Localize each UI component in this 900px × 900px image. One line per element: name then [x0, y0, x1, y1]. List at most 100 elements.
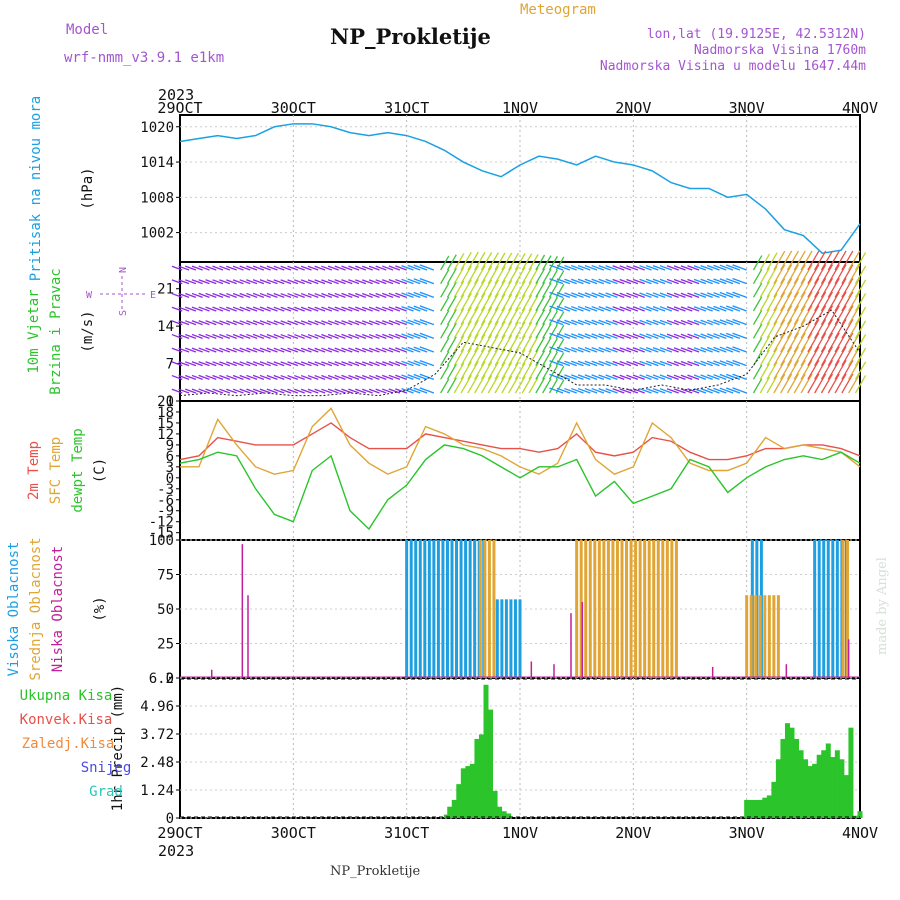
wind-arrow [178, 361, 190, 367]
mid-cloud-bar [767, 595, 771, 678]
wind-arrow [355, 333, 367, 339]
wind-arrow [598, 374, 611, 380]
wind-arrow [280, 265, 292, 271]
wind-arrow [266, 279, 278, 285]
wind-arrow [252, 374, 265, 380]
mid-cloud-bar [611, 540, 615, 678]
wind-arrow [307, 292, 319, 298]
wind-arrow [652, 264, 666, 271]
wind-arrow [287, 292, 299, 298]
precip-bar [803, 759, 809, 818]
wind-arrow [246, 388, 258, 394]
wind-arrow [307, 306, 319, 312]
wind-arrow [591, 292, 605, 298]
wind-arrow [605, 347, 618, 353]
wind-arrow [375, 333, 387, 339]
wind-arrow [375, 320, 387, 326]
wind-arrow [639, 360, 652, 367]
high-cloud-bar [468, 540, 472, 678]
model-elevation-text: Nadmorska Visina u modelu 1647.44m [600, 59, 866, 74]
wind-arrow [191, 320, 203, 326]
wind-arrow [480, 334, 493, 353]
time-tick-bottom: 30OCT [271, 824, 316, 842]
wind-arrow [232, 292, 244, 298]
wind-arrow [413, 387, 428, 394]
wind-arrow [834, 346, 847, 366]
wind-arrow [307, 347, 319, 353]
wind-arrow [205, 306, 217, 312]
wind-arrow [259, 279, 271, 285]
wind-arrow [752, 296, 763, 312]
wind-arrow [556, 292, 571, 298]
wind-arrow [273, 320, 285, 326]
wind-arrow [239, 279, 251, 285]
high-cloud-bar [500, 599, 504, 678]
wind-arrow [401, 265, 414, 271]
wind-arrow [413, 264, 428, 271]
time-tick-bottom: 4NOV [842, 824, 878, 842]
wind-arrow [407, 374, 421, 380]
wind-arrow [287, 320, 299, 326]
wind-arrow [460, 333, 472, 353]
wind-arrow [680, 388, 693, 394]
wind-arrow [706, 333, 720, 339]
temperature-ytick-label: 21 [157, 394, 174, 410]
wind-arrow [800, 277, 813, 298]
wind-arrow [732, 359, 747, 367]
wind-arrow [348, 361, 360, 367]
mid-cloud-bar [745, 595, 749, 678]
wind-arrow [605, 374, 618, 380]
wind-arrow [542, 268, 552, 284]
wind-arrow [321, 320, 333, 326]
wind-arrow [759, 376, 771, 394]
wind-arrow [514, 376, 526, 394]
wind-arrow [219, 374, 231, 380]
wind-arrow [413, 319, 428, 326]
wind-arrow [375, 265, 387, 271]
wind-arrow [549, 346, 564, 353]
wind-arrow [612, 278, 625, 285]
wind-arrow [287, 388, 299, 394]
wind-arrow [793, 346, 806, 366]
wind-arrow [212, 347, 224, 353]
wind-arrow [239, 347, 251, 353]
wind-arrow [219, 279, 231, 285]
wind-arrow [178, 374, 190, 380]
wind-arrow [334, 374, 346, 380]
wind-arrow [687, 278, 700, 285]
precip-bar [744, 799, 750, 818]
wind-arrow [494, 361, 506, 380]
wind-arrow [419, 346, 435, 353]
wind-arrow [612, 388, 625, 394]
wind-arrow [548, 283, 558, 298]
high-cloud-bar [473, 540, 477, 678]
wind-arrow [501, 307, 513, 325]
wind-arrow [446, 322, 457, 339]
compass-e-label: E [150, 290, 156, 301]
wind-arrow [501, 375, 513, 394]
wind-arrow [719, 319, 734, 326]
wind-arrow [191, 374, 203, 380]
time-tick-bottom: 29OCT [157, 824, 202, 842]
pressure-ylabel: (hPa) [80, 167, 96, 209]
wind-arrow [521, 280, 533, 298]
wind-arrow [700, 319, 713, 326]
wind-arrow [800, 291, 813, 312]
wind-arrow [300, 388, 312, 394]
wind-arrow [259, 306, 271, 312]
high-cloud-bar [432, 540, 436, 678]
mid-cloud-bar [492, 540, 496, 678]
wind-arrow [413, 291, 428, 298]
mid-cloud-bar [643, 540, 647, 678]
wind-arrow [820, 291, 834, 312]
wind-arrow [294, 333, 305, 339]
wind-arrow [786, 359, 800, 380]
wind-arrow [752, 282, 763, 298]
wind-arrow [494, 279, 506, 298]
wind-arrow [440, 323, 450, 339]
wind-arrow [556, 319, 571, 326]
wind-arrow [171, 374, 183, 380]
wind-arrow [226, 265, 237, 271]
wind-arrow [786, 373, 800, 394]
precip-legend-item: Ukupna Kisa [20, 688, 113, 704]
